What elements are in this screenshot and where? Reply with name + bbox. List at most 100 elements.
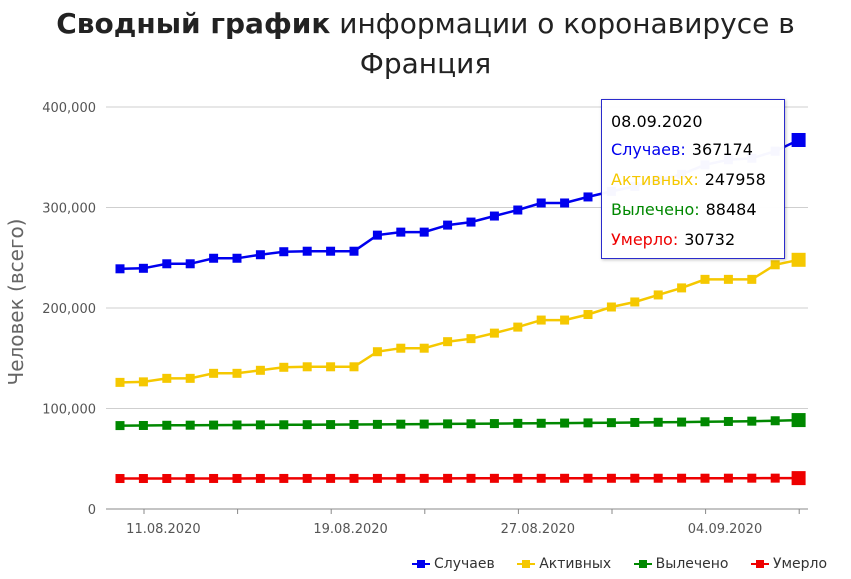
data-point-recovered	[653, 417, 663, 427]
legend-swatch-recovered	[633, 559, 652, 569]
data-point-cases	[162, 259, 172, 269]
data-point-deaths	[115, 474, 125, 484]
data-point-recovered	[279, 420, 289, 430]
chart-tooltip: 08.09.2020 Случаев: 367174 Активных: 24795…	[601, 99, 785, 259]
data-point-deaths	[791, 471, 806, 486]
data-point-cases	[255, 250, 265, 260]
data-point-active	[326, 362, 336, 372]
data-point-active	[583, 310, 593, 320]
data-point-recovered	[489, 419, 499, 429]
data-point-cases	[209, 253, 219, 263]
legend-item-recovered[interactable]: Вылечено	[633, 556, 729, 572]
data-point-cases	[466, 217, 476, 227]
data-point-deaths	[443, 473, 453, 483]
data-point-active	[185, 373, 195, 383]
x-tick-label: 19.08.2020	[313, 522, 387, 537]
legend-item-active[interactable]: Активных	[517, 556, 611, 572]
data-point-recovered	[791, 413, 806, 428]
data-point-deaths	[349, 473, 359, 483]
data-point-deaths	[162, 473, 172, 483]
data-point-active	[255, 365, 265, 375]
tooltip-label-cases: Случаев:	[611, 140, 686, 159]
data-point-cases	[349, 246, 359, 256]
tooltip-label-active: Активных:	[611, 170, 699, 189]
data-point-recovered	[396, 419, 406, 429]
data-point-recovered	[138, 420, 148, 430]
data-point-cases	[536, 198, 546, 208]
data-point-recovered	[723, 416, 733, 426]
data-point-active	[466, 334, 476, 344]
data-point-recovered	[302, 420, 312, 430]
data-point-cases	[513, 205, 523, 215]
data-point-active	[513, 322, 523, 332]
data-point-active	[791, 252, 806, 267]
data-point-cases	[583, 192, 593, 202]
data-point-deaths	[489, 473, 499, 483]
tooltip-date: 08.09.2020	[611, 112, 703, 131]
y-tick-label: 400,000	[42, 101, 96, 116]
y-tick-label: 0	[88, 503, 96, 518]
data-point-cases	[372, 230, 382, 240]
data-point-recovered	[326, 420, 336, 430]
series-line-recovered	[119, 418, 799, 427]
chart-title-rest: информации о коронавирусе в Франция	[330, 7, 795, 80]
legend-item-deaths[interactable]: Умерло	[750, 556, 828, 572]
chart-title: Сводный график информации о коронавирусе…	[0, 4, 851, 84]
x-tick-label: 27.08.2020	[501, 522, 575, 537]
data-point-deaths	[326, 473, 336, 483]
data-point-recovered	[466, 419, 476, 429]
data-point-deaths	[677, 473, 687, 483]
data-point-cases	[115, 264, 125, 274]
data-point-recovered	[372, 419, 382, 429]
legend-swatch-active	[517, 559, 536, 569]
tooltip-row-recovered: Вылечено: 88484	[611, 200, 757, 219]
data-point-cases	[326, 246, 336, 256]
data-point-active	[232, 368, 242, 378]
data-point-active	[536, 315, 546, 325]
data-point-recovered	[349, 419, 359, 429]
legend-swatch-deaths	[750, 559, 769, 569]
data-point-recovered	[162, 420, 172, 430]
legend-label-cases: Случаев	[434, 556, 495, 572]
data-point-deaths	[279, 473, 289, 483]
data-point-active	[372, 347, 382, 357]
data-point-active	[770, 260, 780, 270]
data-point-deaths	[466, 473, 476, 483]
tooltip-value-deaths: 30732	[684, 230, 736, 249]
data-point-active	[162, 373, 172, 383]
data-point-deaths	[606, 473, 616, 483]
data-point-active	[138, 377, 148, 387]
data-point-recovered	[583, 418, 593, 428]
data-point-cases	[279, 247, 289, 257]
data-point-cases	[302, 246, 312, 256]
legend-label-deaths: Умерло	[772, 556, 828, 572]
data-point-deaths	[302, 473, 312, 483]
data-point-deaths	[630, 473, 640, 483]
legend-label-active: Активных	[539, 556, 612, 572]
data-point-deaths	[536, 473, 546, 483]
data-point-deaths	[419, 473, 429, 483]
data-point-recovered	[747, 416, 757, 426]
data-point-cases	[185, 259, 195, 269]
data-point-deaths	[560, 473, 570, 483]
data-point-active	[489, 328, 499, 338]
data-point-active	[443, 337, 453, 347]
x-tick-label: 11.08.2020	[126, 522, 200, 537]
data-point-recovered	[115, 421, 125, 431]
data-point-recovered	[255, 420, 265, 430]
tooltip-label-deaths: Умерло:	[611, 230, 679, 249]
data-point-active	[396, 343, 406, 353]
data-point-recovered	[606, 418, 616, 428]
data-point-deaths	[700, 473, 710, 483]
data-point-deaths	[185, 473, 195, 483]
series-line-active	[119, 258, 799, 384]
data-point-recovered	[770, 416, 780, 426]
data-point-recovered	[677, 417, 687, 427]
legend-item-cases[interactable]: Случаев	[412, 556, 495, 572]
legend-label-recovered: Вылечено	[655, 556, 729, 572]
data-point-deaths	[583, 473, 593, 483]
data-point-active	[630, 297, 640, 307]
legend-swatch-cases	[412, 559, 430, 569]
data-point-deaths	[723, 473, 733, 483]
data-point-active	[606, 302, 616, 312]
